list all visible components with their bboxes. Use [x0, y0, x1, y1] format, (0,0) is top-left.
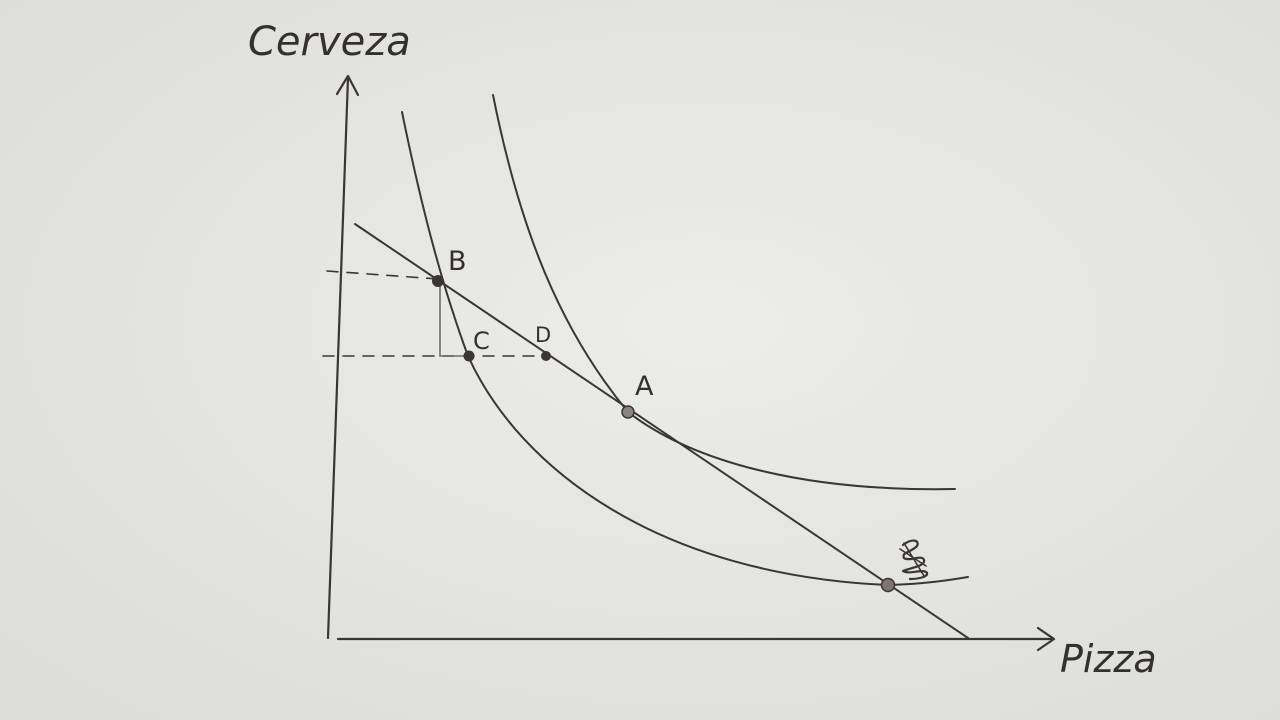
point-a [621, 405, 635, 419]
y-axis [326, 76, 350, 640]
point-d [541, 351, 551, 361]
point-c [463, 350, 475, 362]
point-b-label: B [448, 246, 467, 277]
scribbled-label-e [899, 539, 929, 581]
point-e [880, 577, 896, 593]
budget-line [354, 223, 969, 639]
point-c-label: C [473, 327, 490, 355]
x-axis-arrowhead [1036, 626, 1056, 652]
x-axis-label: Pizza [1060, 637, 1157, 681]
point-a-label: A [635, 371, 654, 402]
y-axis-arrowhead [335, 74, 360, 97]
y-axis-label: Cerveza [248, 19, 411, 65]
point-b [432, 275, 444, 287]
lower-indifference-curve [401, 111, 969, 586]
b-to-c-vertical [439, 282, 468, 357]
point-d-label: D [535, 323, 551, 347]
